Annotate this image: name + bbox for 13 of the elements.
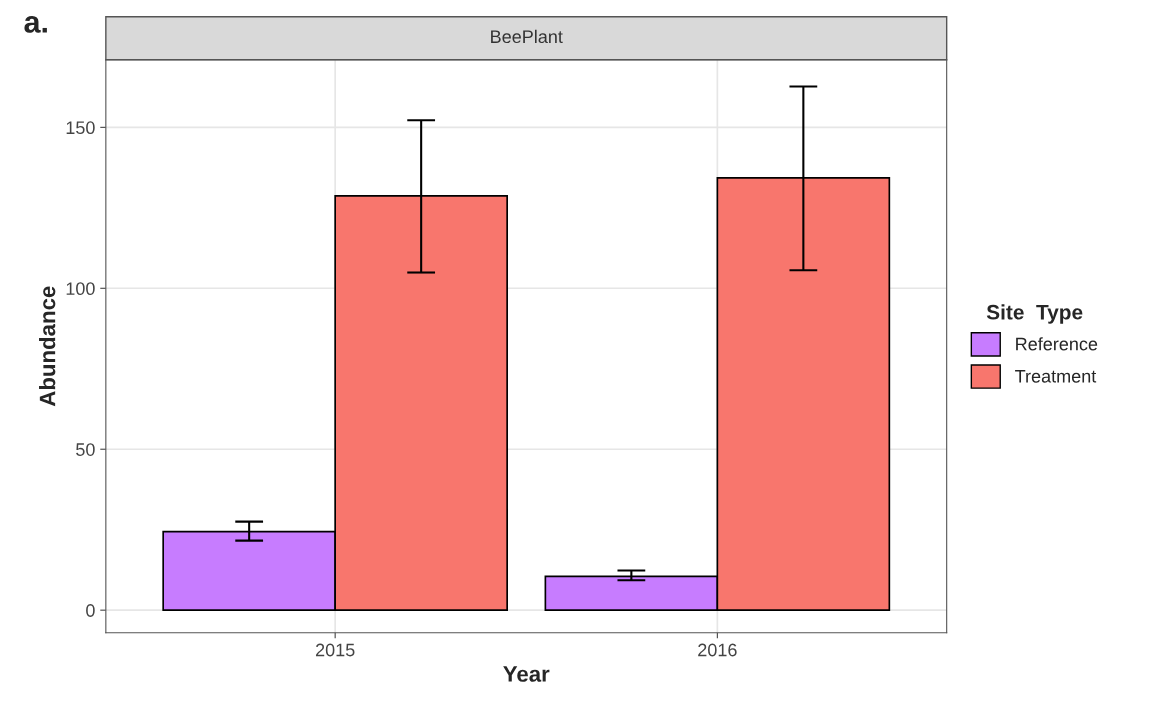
y-tick-label: 150	[66, 121, 95, 135]
legend-title: Site Type	[986, 304, 1083, 324]
x-tick-label: 2016	[698, 643, 737, 657]
x-tick-label: 2015	[315, 643, 355, 657]
legend-label: Treatment	[1015, 370, 1097, 383]
chart-title: a.	[24, 16, 47, 33]
chart-subtitle: BeePlant	[491, 29, 563, 44]
y-tick-label: 0	[86, 604, 95, 617]
y-tick-label: 50	[76, 443, 95, 456]
y-axis-title: Abundance	[39, 286, 56, 407]
y-tick-label: 100	[66, 282, 95, 296]
x-axis-title: Year	[503, 666, 550, 682]
legend-label: Reference	[1016, 337, 1098, 351]
